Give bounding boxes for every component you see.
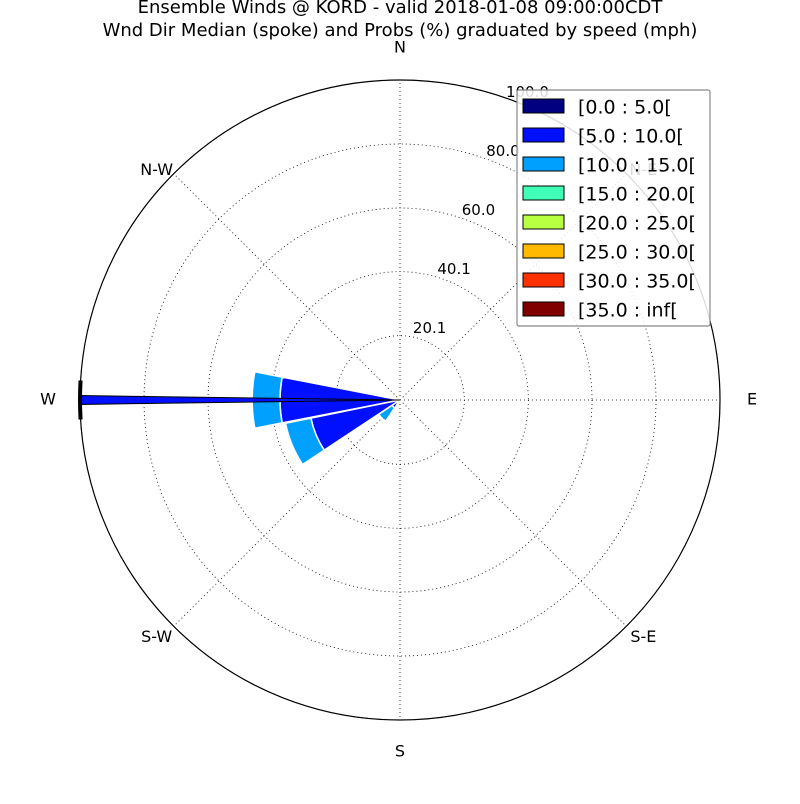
radial-grid-line bbox=[207, 207, 593, 593]
legend-swatch bbox=[522, 98, 565, 114]
angle-grid-line bbox=[399, 173, 627, 401]
legend-label: [15.0 : 20.0[ bbox=[578, 184, 696, 206]
legend-label: [20.0 : 25.0[ bbox=[578, 213, 696, 235]
r-tick-label: 80.0 bbox=[486, 142, 519, 160]
compass-label: S-W bbox=[141, 627, 172, 646]
r-tick-label: 20.1 bbox=[413, 319, 446, 337]
legend-label: [10.0 : 15.0[ bbox=[578, 155, 696, 177]
radial-grid-line bbox=[335, 335, 465, 465]
compass-label: S bbox=[395, 742, 405, 761]
legend-swatch bbox=[522, 243, 565, 259]
r-tick-label: 60.0 bbox=[462, 201, 495, 219]
compass-label: N-W bbox=[140, 160, 173, 179]
radial-grid-line bbox=[271, 271, 529, 529]
compass-label: W bbox=[40, 390, 56, 409]
chart-title: Ensemble Winds @ KORD - valid 2018-01-08… bbox=[138, 0, 664, 18]
legend-label: [5.0 : 10.0[ bbox=[578, 126, 684, 148]
angle-grid-line bbox=[173, 399, 401, 627]
legend-swatch bbox=[522, 272, 565, 288]
legend-frame bbox=[516, 89, 711, 327]
legend-label: [25.0 : 30.0[ bbox=[578, 242, 696, 264]
compass-label: E bbox=[747, 390, 757, 409]
bar-segment bbox=[377, 404, 396, 423]
angle-grid-line bbox=[399, 399, 627, 627]
legend-swatch bbox=[522, 301, 565, 317]
legend-swatch bbox=[522, 127, 565, 143]
r-tick-label: 40.1 bbox=[437, 260, 470, 278]
bar-segment bbox=[284, 417, 326, 466]
compass-label: N bbox=[394, 38, 406, 57]
legend-label: [0.0 : 5.0[ bbox=[578, 97, 672, 119]
legend-swatch bbox=[522, 214, 565, 230]
chart-subtitle: Wnd Dir Median (spoke) and Probs (%) gra… bbox=[103, 20, 698, 41]
angle-grid-line bbox=[173, 173, 401, 401]
legend-swatch bbox=[522, 156, 565, 172]
spoke-tip bbox=[78, 380, 83, 420]
legend-swatch bbox=[522, 185, 565, 201]
radial-grid-line bbox=[143, 143, 657, 657]
legend: [0.0 : 5.0[ [5.0 : 10.0[ [10.0 : 15.0[ [15.… bbox=[516, 89, 711, 327]
legend-label: [30.0 : 35.0[ bbox=[578, 271, 696, 293]
legend-label: [35.0 : inf[ bbox=[578, 300, 678, 322]
compass-label: S-E bbox=[630, 627, 656, 646]
